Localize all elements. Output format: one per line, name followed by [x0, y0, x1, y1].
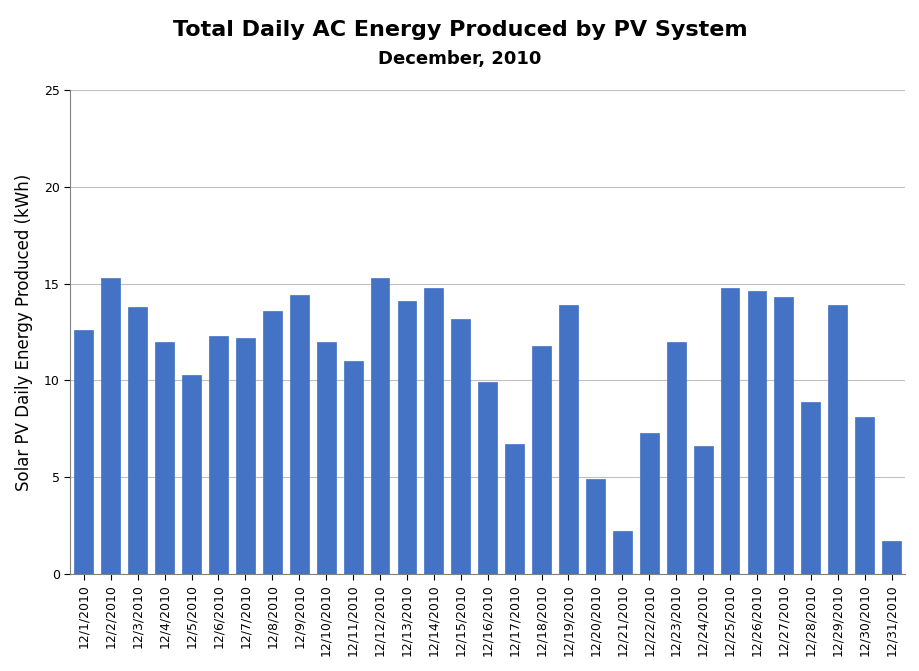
Bar	[881, 541, 900, 574]
Bar	[209, 336, 228, 574]
Bar	[451, 319, 470, 574]
Bar	[585, 479, 604, 574]
Bar	[344, 361, 362, 574]
Bar	[263, 311, 281, 574]
Text: Total Daily AC Energy Produced by PV System: Total Daily AC Energy Produced by PV Sys…	[173, 20, 746, 40]
Bar	[424, 288, 443, 574]
Bar	[559, 305, 577, 574]
Bar	[612, 531, 631, 574]
Bar	[128, 307, 147, 574]
Bar	[800, 402, 820, 574]
Bar	[316, 342, 335, 574]
Bar	[182, 374, 200, 574]
Bar	[774, 297, 792, 574]
Bar	[397, 301, 416, 574]
Bar	[666, 342, 685, 574]
Bar	[693, 446, 711, 574]
Bar	[505, 444, 524, 574]
Bar	[370, 278, 389, 574]
Y-axis label: Solar PV Daily Energy Produced (kWh): Solar PV Daily Energy Produced (kWh)	[15, 174, 33, 491]
Bar	[855, 417, 873, 574]
Bar	[478, 382, 496, 574]
Bar	[639, 433, 658, 574]
Bar	[747, 291, 766, 574]
Bar	[74, 330, 93, 574]
Bar	[101, 278, 120, 574]
Bar	[827, 305, 846, 574]
Bar	[720, 288, 739, 574]
Text: December, 2010: December, 2010	[378, 50, 541, 68]
Bar	[531, 346, 550, 574]
Bar	[155, 342, 174, 574]
Bar	[235, 338, 255, 574]
Bar	[289, 295, 309, 574]
